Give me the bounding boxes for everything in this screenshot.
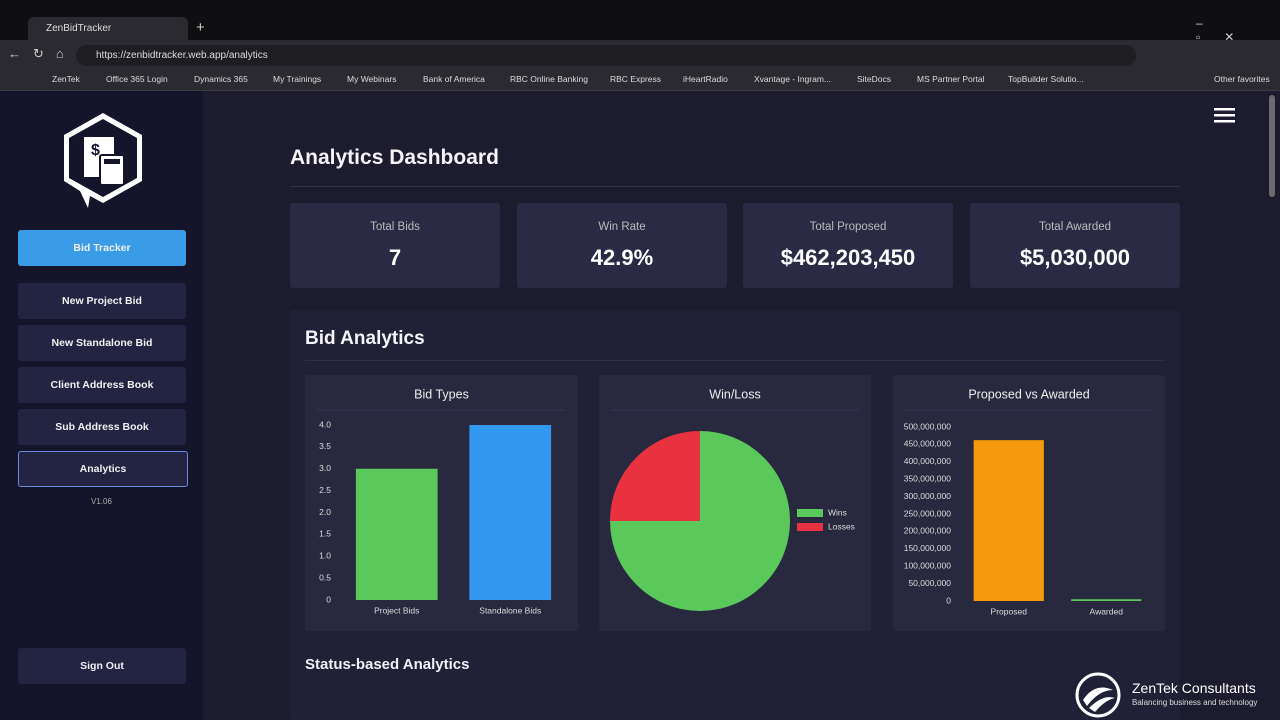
divider <box>305 360 1165 361</box>
x-tick-label: Standalone Bids <box>479 605 541 615</box>
bookmark[interactable]: iHeartRadio <box>683 74 728 84</box>
bookmark[interactable]: Xvantage - Ingram... <box>754 74 832 84</box>
tab-strip: ZenBidTracker + –▫✕ <box>0 0 1280 44</box>
logo: $ <box>64 113 142 208</box>
new-tab[interactable]: + <box>196 19 205 36</box>
chart-title: Proposed vs Awarded <box>968 387 1089 401</box>
chart-card: Proposed vs Awarded 0 50,000,000 100,000,00… <box>893 375 1165 631</box>
bar <box>469 425 552 600</box>
watermark-logo <box>1075 672 1121 718</box>
stat-value: $462,203,450 <box>780 245 916 270</box>
y-tick-label: 0 <box>946 595 951 605</box>
watermark-tagline: Balancing business and technology <box>1132 698 1258 707</box>
bar <box>355 468 438 600</box>
x-tick-label: Proposed <box>991 606 1028 616</box>
legend-label: Losses <box>828 521 855 531</box>
y-tick-label: 400,000,000 <box>904 456 952 466</box>
y-tick-label: 50,000,000 <box>908 578 951 588</box>
chart-card: Win/Loss Wins Losses <box>599 375 871 631</box>
section-title: Bid Analytics <box>305 328 425 349</box>
stat-label: Total Proposed <box>809 221 887 233</box>
y-tick-label: 4.0 <box>319 419 331 429</box>
y-tick-label: 0 <box>326 594 331 604</box>
bookmark[interactable]: Bank of America <box>423 74 485 84</box>
y-tick-label: 3.0 <box>319 463 331 473</box>
scrollbar[interactable] <box>1269 95 1275 197</box>
legend-swatch <box>797 509 823 517</box>
legend-label: Wins <box>828 507 847 517</box>
y-tick-label: 450,000,000 <box>904 439 952 449</box>
x-tick-label: Awarded <box>1090 606 1124 616</box>
y-tick-label: 2.5 <box>319 485 331 495</box>
bookmark[interactable]: MS Partner Portal <box>917 74 985 84</box>
bookmark[interactable]: RBC Online Banking <box>510 74 588 84</box>
bookmark[interactable]: Other favorites <box>1214 74 1270 84</box>
y-tick-label: 2.0 <box>319 507 331 517</box>
stat-value: 7 <box>388 245 402 270</box>
stat-card: Total Bids 7 <box>290 203 500 288</box>
y-tick-label: 200,000,000 <box>904 526 952 536</box>
stat-value: $5,030,000 <box>1019 245 1131 270</box>
nav-button[interactable]: New Standalone Bid <box>18 325 186 361</box>
nav-button[interactable]: Analytics <box>18 451 188 487</box>
bookmark[interactable]: SiteDocs <box>857 74 892 84</box>
nav-button[interactable]: Client Address Book <box>18 367 186 403</box>
url-field[interactable]: https://zenbidtracker.web.app/analytics <box>76 45 1136 66</box>
stat-value: 42.9% <box>590 245 654 270</box>
y-tick-label: 100,000,000 <box>904 560 952 570</box>
y-tick-label: 250,000,000 <box>904 508 952 518</box>
chart-card: Bid Types 0 0.5 1.0 1.5 2.0 2.5 3.0 3.5 4.0 Projec… <box>305 375 578 631</box>
x-tick-label: Project Bids <box>374 605 419 615</box>
chart-title: Bid Types <box>414 387 469 401</box>
svg-text:$: $ <box>91 142 100 159</box>
nav-button[interactable]: Bid Tracker <box>18 230 186 266</box>
page-title: Analytics Dashboard <box>290 146 499 169</box>
browser-tab[interactable]: ZenBidTracker <box>28 17 188 40</box>
sidebar: $ Bid Tracker New Project Bid New Standa… <box>0 91 203 720</box>
legend-swatch <box>797 523 823 531</box>
bookmark[interactable]: TopBuilder Solutio... <box>1008 74 1084 84</box>
y-tick-label: 500,000,000 <box>904 421 952 431</box>
divider <box>290 186 1180 187</box>
bookmark[interactable]: My Webinars <box>347 74 397 84</box>
bookmarks-bar: Other favorites ZenTek Office 365 Login Dy… <box>0 70 1280 91</box>
stat-label: Total Bids <box>370 221 420 233</box>
bookmark[interactable]: My Trainings <box>273 74 322 84</box>
y-tick-label: 150,000,000 <box>904 543 952 553</box>
stat-label: Total Awarded <box>1038 221 1112 233</box>
version: V1.06 <box>91 497 112 506</box>
sign-out-button[interactable]: Sign Out <box>18 648 186 684</box>
y-tick-label: 300,000,000 <box>904 491 952 501</box>
chart-title: Win/Loss <box>709 387 760 401</box>
bar <box>973 440 1044 601</box>
nav-buttons[interactable]: ←↻⌂ <box>8 46 76 61</box>
y-tick-label: 0.5 <box>319 572 331 582</box>
stat-card: Total Awarded $5,030,000 <box>970 203 1180 288</box>
stat-card: Total Proposed $462,203,450 <box>743 203 953 288</box>
y-tick-label: 3.5 <box>319 441 331 451</box>
y-tick-label: 1.5 <box>319 529 331 539</box>
stat-card: Win Rate 42.9% <box>517 203 727 288</box>
bookmark[interactable]: RBC Express <box>610 74 662 84</box>
menu-icon[interactable] <box>1214 107 1236 123</box>
bar <box>1071 599 1142 601</box>
bookmark[interactable]: Dynamics 365 <box>194 74 248 84</box>
pie-slice <box>610 431 700 521</box>
stat-label: Win Rate <box>598 221 646 233</box>
y-tick-label: 1.0 <box>319 551 331 561</box>
bookmark[interactable]: Office 365 Login <box>106 74 168 84</box>
bookmark[interactable]: ZenTek <box>52 74 80 84</box>
nav-button[interactable]: New Project Bid <box>18 283 186 319</box>
section-title: Status-based Analytics <box>305 656 470 673</box>
y-tick-label: 350,000,000 <box>904 473 952 483</box>
nav-button[interactable]: Sub Address Book <box>18 409 186 445</box>
watermark-name: ZenTek Consultants <box>1132 680 1256 696</box>
